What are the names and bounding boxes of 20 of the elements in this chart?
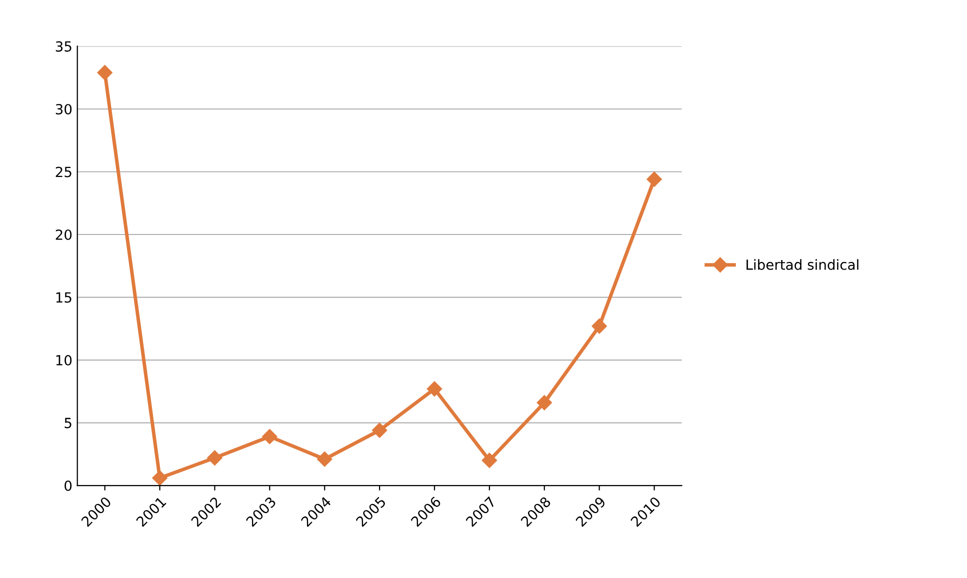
y-tick-label: 30 xyxy=(56,104,72,114)
y-tick-label: 25 xyxy=(56,166,72,178)
y-tick-label: 35 xyxy=(56,41,72,52)
y-tick-label: 15 xyxy=(56,292,72,303)
point xyxy=(372,422,388,438)
legend-label: Libertad sindical xyxy=(746,259,858,270)
point xyxy=(317,452,332,467)
y-tick-label: 0 xyxy=(64,480,72,491)
point xyxy=(97,65,112,80)
point xyxy=(646,172,662,187)
point xyxy=(152,470,168,486)
point xyxy=(482,452,498,468)
point xyxy=(536,395,552,410)
point xyxy=(262,429,278,444)
y-tick-label: 10 xyxy=(56,354,72,366)
y-tick-label: 5 xyxy=(64,418,72,428)
point xyxy=(426,381,442,396)
y-tick-label: 20 xyxy=(56,229,72,240)
point xyxy=(207,450,222,466)
point xyxy=(592,318,607,334)
